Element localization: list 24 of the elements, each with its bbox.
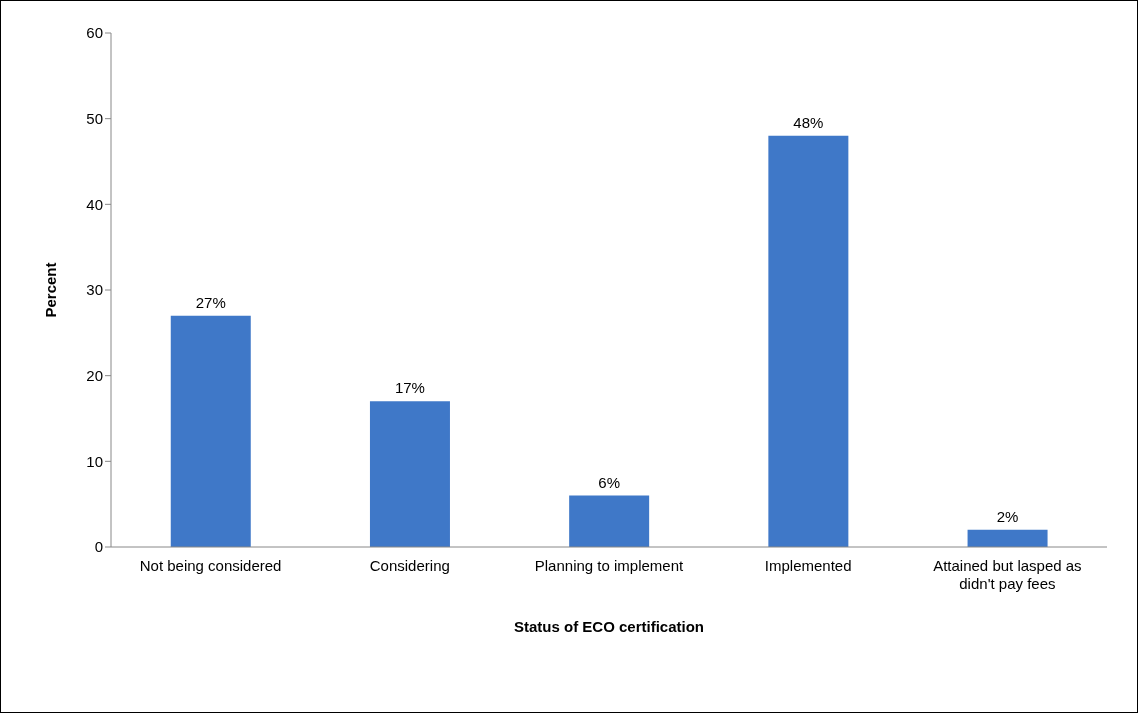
y-axis-title: Percent [42, 262, 60, 318]
y-tick-label: 10 [86, 452, 103, 470]
data-label: 2% [996, 507, 1019, 525]
x-tick-label: Considering [369, 557, 450, 574]
x-tick-label: Attained but lasped as didn't pay fees [933, 557, 1082, 592]
bar [369, 401, 450, 547]
data-label: 27% [195, 293, 226, 311]
bar [768, 135, 849, 547]
y-tick-label: 30 [86, 281, 103, 299]
bar [170, 315, 251, 547]
data-label: 6% [598, 473, 620, 491]
y-tick-label: 60 [86, 24, 103, 42]
x-tick-label: Planning to implement [534, 557, 685, 574]
bar [967, 529, 1048, 547]
data-label: 48% [793, 113, 824, 131]
x-tick-label: Not being considered [139, 557, 282, 574]
bar [569, 495, 650, 547]
x-axis-title: Status of ECO certification [513, 618, 705, 635]
y-tick-label: 0 [94, 538, 103, 556]
y-tick-label: 40 [86, 195, 103, 213]
x-tick-label: Implemented [764, 557, 852, 574]
data-label: 17% [394, 379, 425, 397]
y-tick-label: 20 [86, 366, 103, 384]
y-tick-label: 50 [86, 109, 103, 127]
